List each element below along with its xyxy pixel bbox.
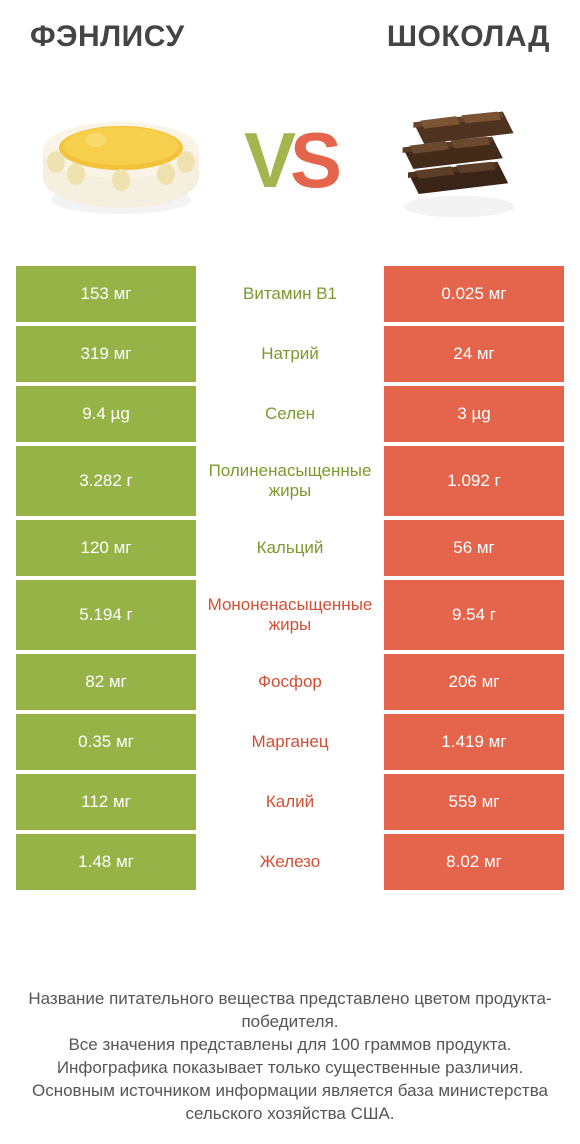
right-value: 24 мг: [384, 326, 564, 382]
table-row: 319 мгНатрий24 мг: [16, 326, 564, 382]
right-value: 1.419 мг: [384, 714, 564, 770]
footer-line: Название питательного вещества представл…: [22, 988, 558, 1034]
nutrient-label: Натрий: [200, 326, 380, 382]
footer-line: Основным источником информации является …: [22, 1080, 558, 1126]
nutrient-label: Мононенасыщенные жиры: [200, 580, 380, 650]
footer-line: Все значения представлены для 100 граммо…: [22, 1034, 558, 1057]
right-value: 1.092 г: [384, 446, 564, 516]
nutrition-table: 153 мгВитамин B10.025 мг319 мгНатрий24 м…: [16, 266, 564, 890]
table-row: 112 мгКалий559 мг: [16, 774, 564, 830]
product-right-title: ШОКОЛАД: [387, 20, 550, 54]
table-row: 9.4 µgСелен3 µg: [16, 386, 564, 442]
left-value: 1.48 мг: [16, 834, 196, 890]
left-value: 153 мг: [16, 266, 196, 322]
footer-note: Название питательного вещества представл…: [16, 960, 564, 1126]
infographic: ФЭНЛИСУ ШОКОЛАД VS: [0, 0, 580, 1144]
left-value: 9.4 µg: [16, 386, 196, 442]
nutrient-label: Кальций: [200, 520, 380, 576]
product-right-image: [364, 80, 554, 240]
left-value: 319 мг: [16, 326, 196, 382]
table-row: 0.35 мгМарганец1.419 мг: [16, 714, 564, 770]
table-row: 3.282 гПолиненасыщенные жиры1.092 г: [16, 446, 564, 516]
vs-v: V: [244, 116, 290, 204]
left-value: 0.35 мг: [16, 714, 196, 770]
right-value: 559 мг: [384, 774, 564, 830]
vs-label: VS: [244, 121, 336, 199]
right-value: 8.02 мг: [384, 834, 564, 890]
table-row: 153 мгВитамин B10.025 мг: [16, 266, 564, 322]
left-value: 82 мг: [16, 654, 196, 710]
left-value: 5.194 г: [16, 580, 196, 650]
footer-line: Инфографика показывает только существенн…: [22, 1057, 558, 1080]
nutrient-label: Фосфор: [200, 654, 380, 710]
table-row: 120 мгКальций56 мг: [16, 520, 564, 576]
table-row: 82 мгФосфор206 мг: [16, 654, 564, 710]
nutrient-label: Селен: [200, 386, 380, 442]
product-left-title: ФЭНЛИСУ: [30, 20, 185, 54]
right-value: 56 мг: [384, 520, 564, 576]
right-value: 206 мг: [384, 654, 564, 710]
header-row: ФЭНЛИСУ ШОКОЛАД: [16, 20, 564, 72]
product-left-image: [26, 80, 216, 240]
table-row: 5.194 гМононенасыщенные жиры9.54 г: [16, 580, 564, 650]
vs-s: S: [290, 116, 336, 204]
left-value: 112 мг: [16, 774, 196, 830]
nutrient-label: Витамин B1: [200, 266, 380, 322]
left-value: 3.282 г: [16, 446, 196, 516]
nutrient-label: Калий: [200, 774, 380, 830]
nutrient-label: Марганец: [200, 714, 380, 770]
right-value: 9.54 г: [384, 580, 564, 650]
table-row: 1.48 мгЖелезо8.02 мг: [16, 834, 564, 890]
nutrient-label: Полиненасыщенные жиры: [200, 446, 380, 516]
nutrient-label: Железо: [200, 834, 380, 890]
right-value: 0.025 мг: [384, 266, 564, 322]
hero-row: VS: [16, 72, 564, 266]
right-value: 3 µg: [384, 386, 564, 442]
left-value: 120 мг: [16, 520, 196, 576]
